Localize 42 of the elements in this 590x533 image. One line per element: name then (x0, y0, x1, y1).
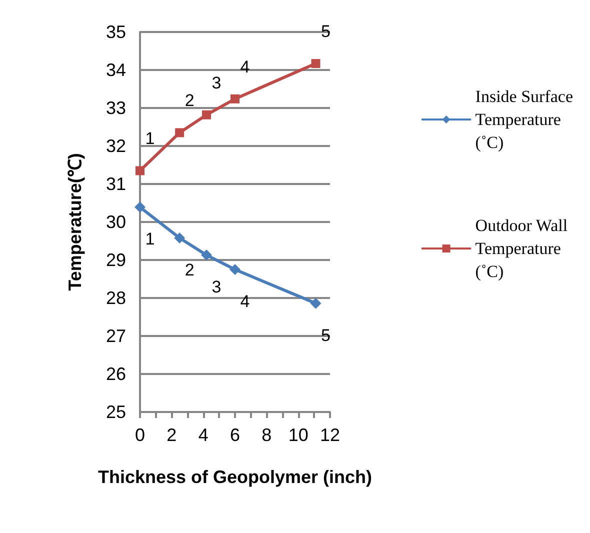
point (134, 202, 146, 213)
annotation: 3 (212, 73, 222, 92)
y-tick-label: 27 (106, 326, 126, 346)
legend-label: Inside Surface Temperature (˚C) (475, 87, 574, 152)
y-tick-label: 35 (106, 22, 126, 42)
annotation: 4 (240, 57, 250, 76)
y-tick-label: 28 (106, 288, 126, 308)
annotation: 2 (184, 91, 194, 110)
point (230, 94, 240, 104)
point (175, 128, 184, 138)
point (174, 232, 186, 244)
y-tick-label: 29 (106, 250, 126, 270)
point (311, 59, 320, 68)
annotation: 1 (145, 129, 155, 148)
x-tick-label: 12 (320, 425, 340, 445)
y-tick-label: 25 (106, 402, 126, 422)
annotation: 4 (240, 292, 250, 311)
x-tick-label: 10 (288, 425, 308, 445)
annotation: 5 (321, 326, 330, 345)
y-tick-label: 33 (106, 98, 126, 118)
x-tick-label: 4 (198, 425, 208, 445)
annotation: 2 (184, 260, 194, 280)
y-axis-title: Temperature(℃) (65, 153, 85, 291)
annotation: 3 (212, 278, 222, 297)
point (201, 250, 212, 261)
x-axis-title: Thickness of Geopolymer (inch) (98, 467, 372, 487)
x-tick-label: 6 (230, 425, 240, 445)
y-tick-label: 31 (106, 174, 126, 194)
legend-label: Outdoor Wall Temperature (˚C) (475, 216, 568, 281)
point (230, 264, 240, 275)
point (136, 166, 144, 176)
y-tick-label: 32 (106, 136, 126, 156)
annotation: 5 (321, 22, 330, 42)
x-tick-label: 8 (262, 425, 272, 445)
x-tick-label: 2 (166, 425, 177, 445)
point (310, 298, 322, 309)
y-tick-label: 30 (106, 212, 126, 232)
y-tick-label: 26 (106, 364, 126, 384)
point (202, 110, 211, 120)
annotation: 1 (145, 230, 155, 249)
x-tick-label: 0 (134, 425, 146, 445)
y-tick-label: 34 (106, 60, 126, 80)
